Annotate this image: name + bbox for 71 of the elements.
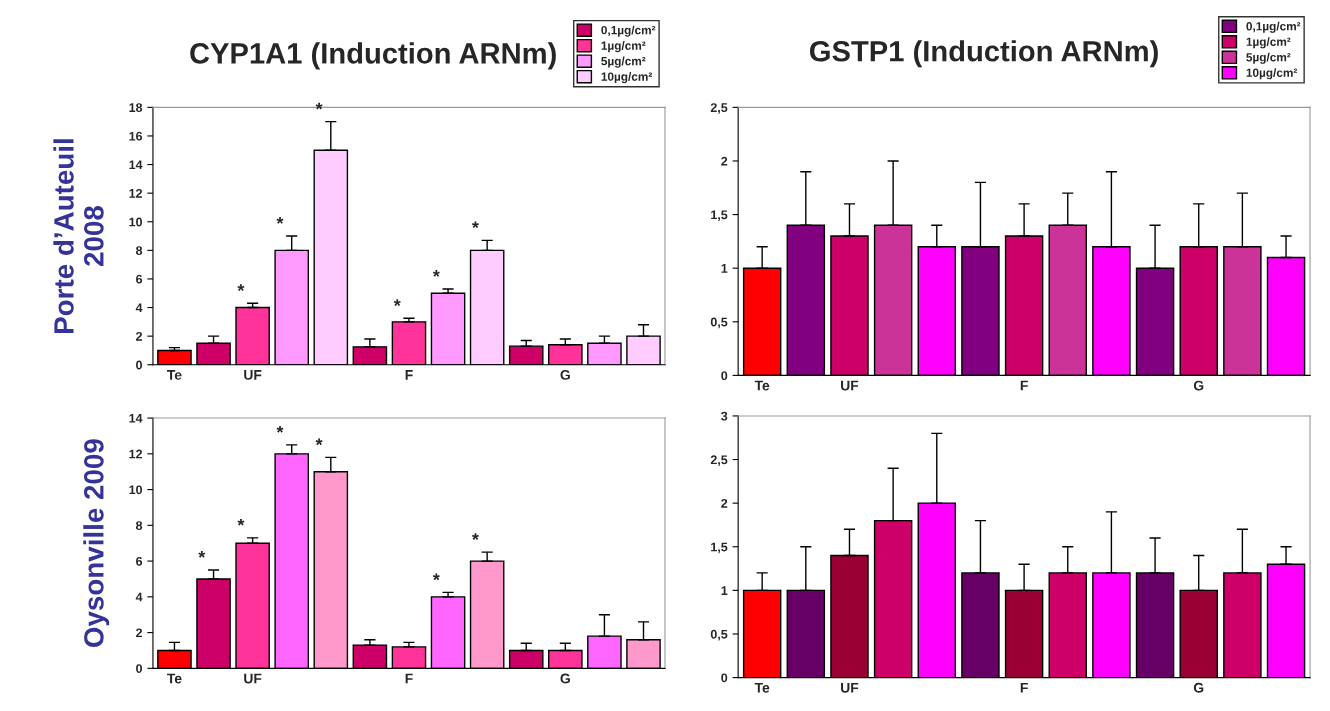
data-label: *: [432, 573, 440, 581]
x-tick-label: G: [1193, 682, 1204, 693]
x-tick-label: F: [405, 673, 413, 684]
y-tick-label: 0: [136, 664, 143, 673]
x-tick-label: UF: [841, 380, 859, 391]
x-tick-label: Te: [167, 673, 182, 684]
y-tick-label: 10: [129, 485, 143, 495]
legend-label: 5µg/cm²: [1246, 52, 1291, 64]
y-tick-label: 0: [721, 673, 728, 683]
legend-label: 10µg/cm²: [1246, 68, 1298, 80]
y-tick-label: 1,5: [711, 210, 728, 222]
x-tick-label: Te: [754, 380, 770, 391]
y-tick-label: 2: [136, 628, 143, 638]
legend-label: 1µg/cm²: [1246, 37, 1291, 49]
y-axis-title: Oysonville 2009: [83, 439, 110, 648]
x-tick-label: G: [1193, 380, 1204, 391]
x-tick-label: UF: [841, 682, 859, 693]
y-tick-label: 4: [135, 592, 143, 602]
x-tick-label: UF: [244, 673, 262, 684]
x-tick-label: Te: [167, 370, 182, 380]
legend-label: 0,1µg/cm²: [601, 25, 656, 37]
data-label: *: [432, 270, 440, 277]
y-tick-label: 0,5: [710, 317, 728, 329]
chart-title: CYP1A1 (Induction ARNm): [190, 42, 556, 70]
y-tick-label: 6: [136, 274, 143, 284]
y-tick-label: 2,5: [710, 455, 728, 467]
data-label: *: [198, 551, 206, 558]
legend-label: 5µg/cm²: [601, 56, 646, 68]
y-tick-label: 6: [136, 556, 143, 566]
y-tick-label: 3: [721, 411, 728, 421]
data-label: *: [276, 217, 284, 224]
x-tick-label: F: [1020, 682, 1028, 693]
y-tick-label: 2: [136, 331, 143, 341]
legend-label: 10µg/cm²: [601, 72, 653, 84]
y-tick-label: 16: [129, 131, 143, 141]
x-tick-label: Te: [754, 682, 770, 693]
legend-label: 1µg/cm²: [601, 41, 646, 53]
x-tick-label: F: [405, 370, 413, 380]
data-label: *: [315, 438, 323, 446]
y-tick-label: 12: [129, 449, 143, 459]
y-tick-label: 18: [129, 103, 143, 113]
y-tick-label: 0,5: [710, 629, 728, 641]
chart-title: GSTP1 (Induction ARNm): [810, 40, 1158, 68]
y-tick-label: 2: [721, 156, 728, 166]
y-tick-label: 10: [129, 217, 143, 227]
y-tick-label: 14: [129, 414, 143, 423]
y-tick-label: 8: [135, 521, 143, 530]
y-tick-label: 2: [721, 498, 728, 508]
y-tick-label: 12: [129, 188, 143, 198]
data-label: *: [237, 284, 245, 292]
data-label: *: [393, 299, 401, 307]
y-tick-label: 1: [721, 264, 728, 273]
data-label: *: [315, 102, 323, 110]
y-tick-label: 4: [135, 303, 143, 313]
data-label: *: [237, 518, 245, 526]
x-tick-label: G: [560, 673, 570, 684]
y-tick-label: 0: [721, 371, 728, 381]
legend-label: 0,1µg/cm²: [1246, 21, 1301, 33]
y-tick-label: 14: [129, 160, 143, 170]
y-tick-label: 0: [136, 360, 143, 370]
x-tick-label: UF: [244, 370, 262, 380]
x-tick-label: F: [1020, 380, 1028, 391]
data-label: *: [276, 425, 284, 433]
y-tick-label: 8: [135, 246, 143, 255]
x-tick-label: G: [560, 369, 570, 380]
y-tick-label: 1,5: [711, 542, 728, 554]
y-tick-label: 2,5: [710, 103, 728, 114]
y-tick-label: 1: [721, 586, 728, 595]
data-label: *: [471, 221, 479, 229]
y-axis-title: Porte d’Auteuil 2008: [53, 139, 104, 333]
data-label: *: [471, 533, 479, 540]
